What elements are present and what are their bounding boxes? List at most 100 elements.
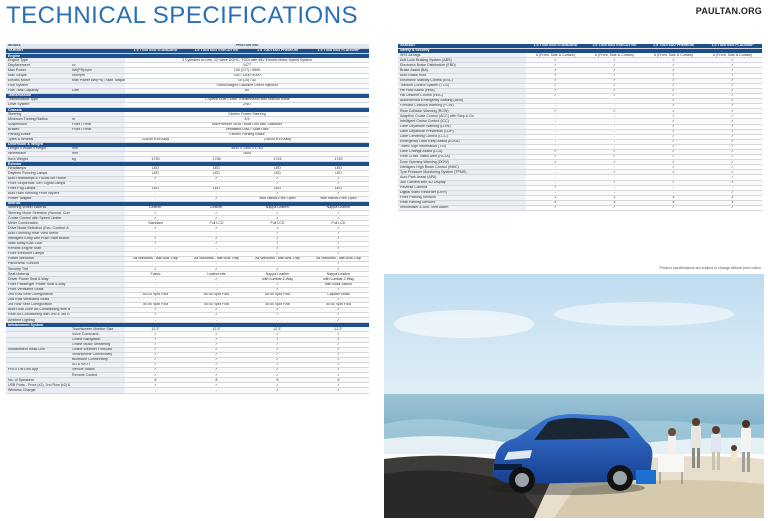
- spec-label: Anti-Lock Braking System (ABS): [398, 57, 526, 64]
- spec-row: Auto Park Assist (APA) - - - ✓: [398, 174, 762, 181]
- spec-value: ✓: [247, 312, 309, 319]
- spec-row: Remote Control ✓ ✓ ✓ ✓: [6, 372, 370, 379]
- model-value: PROTON X90: [125, 44, 370, 50]
- spec-unit: mm: [70, 151, 126, 158]
- spec-row: Brake Assist (BA) ✓ ✓ ✓ ✓: [398, 67, 762, 74]
- spec-label: Auto Headlamps & Follow Me Home: [6, 176, 70, 182]
- spec-value: ✓: [644, 93, 703, 100]
- spec-row: Digital Video Recorder (DVR) - - - ✓: [398, 190, 762, 196]
- spec-value: ✓: [703, 190, 762, 196]
- spec-label: Displacement: [6, 62, 70, 69]
- spec-value: ✓: [526, 205, 585, 212]
- spec-value: LED: [308, 186, 370, 192]
- section-title: Interior: [6, 201, 370, 207]
- brand-watermark: PAULTAN.ORG: [695, 6, 762, 16]
- spec-value: ✓: [186, 215, 248, 222]
- spec-value: ✓: [247, 372, 309, 379]
- spec-row: Adaptive Cruise Control (ACC) with Stop …: [398, 113, 762, 120]
- spec-value: ✓: [703, 98, 762, 105]
- spec-value: -: [125, 297, 187, 303]
- spec-label: Drive Mode Selection (Eco, Comfort & Spo…: [6, 225, 70, 232]
- variant-label: VARIANT: [398, 44, 526, 50]
- spec-value: ✓: [186, 331, 248, 338]
- variant-header: 1.5 TGDI 6SG FLAGSHIP: [703, 44, 762, 50]
- spec-row: Ambient Lighting - - - ✓: [6, 317, 370, 324]
- spec-unit: [70, 206, 126, 212]
- spec-value: ✓: [186, 307, 248, 314]
- spec-value: ✓: [644, 149, 703, 156]
- spec-value: ✓: [308, 176, 370, 182]
- spec-value: Nappa Leather: [308, 271, 370, 278]
- spec-value: ✓: [186, 372, 248, 379]
- spec-value: 12.3": [186, 327, 248, 333]
- spec-value: -: [585, 144, 644, 150]
- spec-unit: [70, 287, 126, 293]
- spec-row: Immobiliser & Anti-Theft Alarm ✓ ✓ ✓ ✓: [398, 205, 762, 212]
- spec-row: Front Ventilated Seats - - ✓ ✓: [6, 287, 370, 293]
- spec-value: ✓: [308, 337, 370, 343]
- spec-label: Electronic Brake Distribution (EBD): [398, 62, 526, 69]
- spec-value: ✓: [308, 191, 370, 197]
- spec-row: Driver Power Seat 6-Way - ✓ with Lumbar 2-W…: [6, 276, 370, 283]
- spec-row: Auto Dimming Rear View Mirror - - ✓ ✓: [6, 231, 370, 237]
- spec-label: Panoramic Sunroof: [6, 261, 70, 268]
- spec-row: Reverse Camera ✓ - - -: [398, 185, 762, 191]
- spec-value: with Hands-Free Open: [247, 196, 309, 203]
- spec-unit: [70, 112, 126, 118]
- spec-label: Rear Cross Traffic Alert (RCTA): [398, 154, 526, 161]
- spec-row: Front Sequential Turn Signal Lamps - - ✓ ✓: [6, 181, 370, 187]
- promo-photo: [384, 274, 764, 518]
- spec-row: Transmission Type 7-Speed Dual Clutch Tra…: [6, 98, 370, 104]
- page-title: TECHNICAL SPECIFICATIONS: [6, 2, 359, 29]
- spec-value: ✓: [308, 215, 370, 222]
- spec-value: ✓: [644, 169, 703, 176]
- spec-value: -: [703, 185, 762, 191]
- spec-label: Engine Type: [6, 58, 70, 64]
- spec-row: Tyre Pressure Monitoring System (TPMS) - ✓…: [398, 169, 762, 176]
- spec-unit: kg: [70, 156, 126, 163]
- spec-unit: [70, 251, 126, 258]
- spec-row: Lane Change Assist (LCA) ✓ ✓ ✓ ✓: [398, 149, 762, 156]
- spec-row: Rear Parking Sensors 4 4 4 4: [398, 200, 762, 207]
- spec-label: [6, 342, 70, 348]
- spec-value: 4: [644, 200, 703, 207]
- spec-row: Headlamps LED LED LED LED: [6, 166, 370, 172]
- spec-value: ✓: [125, 225, 187, 232]
- spec-label: Max Torque: [6, 73, 70, 79]
- spec-value: ✓: [308, 312, 370, 319]
- section-title: Dimension & Weight: [6, 142, 370, 147]
- spec-value: -: [125, 246, 187, 252]
- spec-label: Front Fog Lamps: [6, 186, 70, 192]
- spec-value: ✓: [247, 347, 309, 353]
- spec-unit: [70, 166, 126, 172]
- spec-value: ✓: [703, 108, 762, 115]
- spec-value: Standard: [125, 220, 187, 227]
- spec-label: Infotainment Head Unit: [6, 347, 70, 353]
- spec-unit: [70, 261, 126, 268]
- spec-label: Kerb Weight: [6, 156, 70, 163]
- spec-label: Front Passenger Power Seat 4-Way: [6, 282, 70, 288]
- spec-value: ✓: [703, 134, 762, 140]
- spec-row: Touchscreen Monitor Size 12.3" 12.3" 12.3" 1…: [6, 327, 370, 333]
- spec-row: Forward Collision Warning (FCW) - - ✓ ✓: [398, 103, 762, 110]
- spec-unit: [70, 231, 126, 237]
- spec-sublabel: Online Navigation: [70, 337, 126, 343]
- spec-value: 7-Speed Dual Clutch Transmission with Ma…: [125, 98, 370, 104]
- spec-value: ✓: [186, 196, 248, 203]
- spec-row: PROTON Link App Vehicle Status ✓ ✓ ✓ ✓: [6, 367, 370, 374]
- spec-value: ✓: [703, 103, 762, 110]
- spec-value: 6 (Front, Side & Curtain): [644, 53, 703, 59]
- spec-label: Wheelbase: [6, 151, 70, 158]
- spec-label: Remote Engine Start: [6, 246, 70, 252]
- spec-unit: [70, 377, 126, 384]
- spec-value: -: [585, 164, 644, 171]
- section-row: Safety & Security: [398, 48, 762, 54]
- spec-value: LED: [247, 170, 309, 177]
- spec-value: [308, 137, 370, 143]
- spec-value: ✓: [585, 154, 644, 161]
- section-title: Chassis: [6, 107, 370, 113]
- spec-value: ✓: [526, 93, 585, 100]
- spec-value: ✓: [644, 118, 703, 125]
- spec-label: Front Ventilated Seats: [6, 287, 70, 293]
- spec-value: ✓: [125, 337, 187, 343]
